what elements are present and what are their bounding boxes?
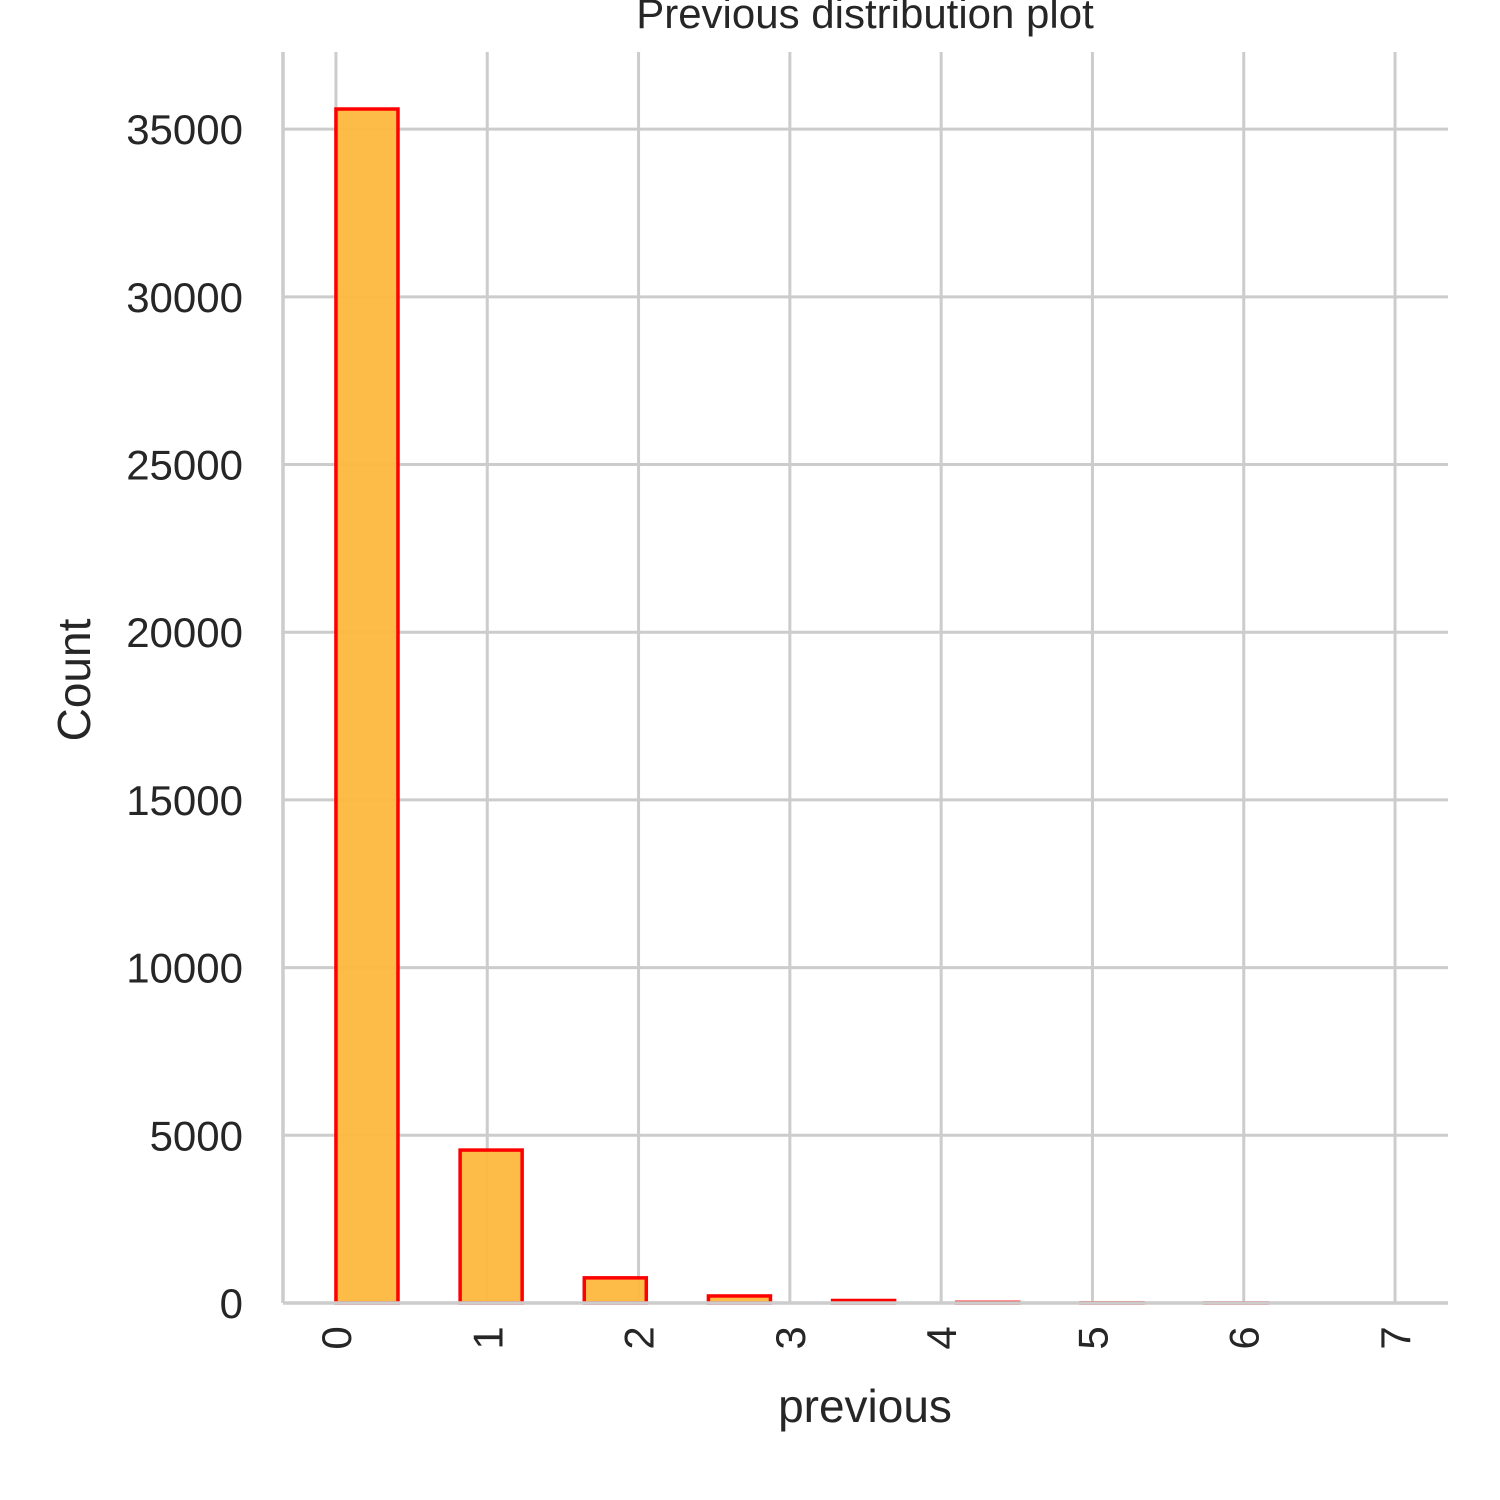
x-axis-label: previous (778, 1380, 952, 1432)
x-tick-label: 1 (464, 1326, 511, 1349)
y-tick-label: 5000 (150, 1112, 243, 1159)
x-tick-label: 2 (616, 1326, 663, 1349)
bar-0 (334, 107, 400, 1305)
y-axis-label: Count (48, 618, 100, 741)
y-tick-label: 20000 (126, 609, 243, 656)
y-gridlines (283, 127, 1448, 1305)
y-tick-label: 25000 (126, 442, 243, 489)
bars (334, 107, 1269, 1305)
bar-2 (582, 1276, 649, 1305)
x-tick-label: 3 (767, 1326, 814, 1349)
y-tick-label: 10000 (126, 945, 243, 992)
x-tick-label: 7 (1372, 1326, 1419, 1349)
y-tick-labels: 0 5000 10000 15000 20000 25000 30000 35000 (126, 106, 243, 1327)
x-tick-label: 0 (313, 1326, 360, 1349)
x-tick-label: 6 (1221, 1326, 1268, 1349)
y-tick-label: 35000 (126, 106, 243, 153)
x-tick-labels: 0 1 2 3 4 5 6 7 (313, 1326, 1419, 1349)
y-tick-label: 30000 (126, 274, 243, 321)
x-gridlines (334, 52, 1397, 1303)
bar-1 (458, 1148, 524, 1305)
x-tick-label: 4 (918, 1326, 965, 1349)
x-tick-label: 5 (1069, 1326, 1116, 1349)
chart-title: Previous distribution plot (636, 0, 1094, 37)
y-tick-label: 15000 (126, 777, 243, 824)
y-tick-label: 0 (220, 1280, 243, 1327)
